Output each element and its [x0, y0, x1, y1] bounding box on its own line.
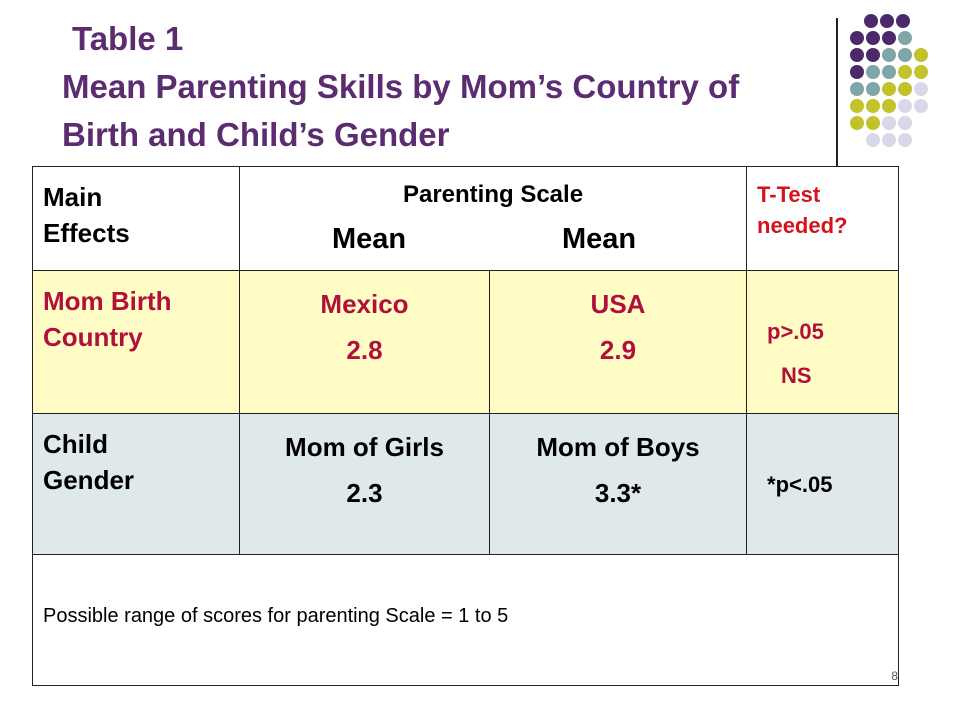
row-effect-cell: Child Gender — [32, 413, 240, 555]
group-b-label: Mom of Boys — [536, 432, 700, 462]
title-line-2: Mean Parenting Skills by Mom’s Country o… — [62, 68, 740, 105]
page-number: 8 — [891, 669, 899, 683]
decorative-dot — [866, 48, 880, 62]
decorative-dot — [898, 31, 912, 45]
decorative-dot — [896, 14, 910, 28]
row-group-a-cell: Mom of Girls 2.3 — [239, 413, 490, 555]
decorative-dot — [914, 48, 928, 62]
row-effect-cell: Mom Birth Country — [32, 270, 240, 414]
row-group-a-cell: Mexico 2.8 — [239, 270, 490, 414]
decorative-dot — [880, 14, 894, 28]
group-a-label: Mom of Girls — [285, 432, 444, 462]
header-parenting-scale-cell: Parenting Scale Mean Mean — [238, 166, 748, 271]
footer-note-cell: Possible range of scores for parenting S… — [31, 554, 900, 686]
title-line-1: Table 1 — [72, 20, 184, 57]
decorative-dot — [850, 31, 864, 45]
decorative-dot — [898, 99, 912, 113]
header-mean-right: Mean — [562, 223, 637, 255]
ttest-line-1: *p<.05 — [767, 472, 833, 497]
header-parenting-scale: Parenting Scale — [402, 181, 584, 208]
decorative-dot — [850, 48, 864, 62]
decorative-dot — [898, 65, 912, 79]
decorative-dot — [914, 99, 928, 113]
decorative-dot — [882, 31, 896, 45]
row-ttest-cell: *p<.05 — [746, 413, 900, 555]
decorative-dot — [864, 14, 878, 28]
table-header-row: Main Effects Parenting Scale Mean Mean T… — [32, 166, 900, 271]
group-b-block: Mom of Boys 3.3* — [490, 424, 746, 516]
table-row: Child Gender Mom of Girls 2.3 Mom of Boy… — [32, 413, 900, 555]
title-line-3: Birth and Child’s Gender — [62, 116, 450, 153]
group-b-value: 2.9 — [599, 335, 637, 365]
decorative-dot — [882, 65, 896, 79]
header-main-effects-cell: Main Effects — [32, 166, 240, 271]
decorative-dot — [866, 99, 880, 113]
header-ttest-cell: T-Test needed? — [746, 166, 900, 271]
row-group-b-cell: Mom of Boys 3.3* — [488, 413, 748, 555]
table-row: Mom Birth Country Mexico 2.8 USA 2.9 p>.… — [32, 270, 900, 414]
decorative-dot — [866, 133, 880, 147]
row-ttest-cell: p>.05 NS — [746, 270, 900, 414]
ttest-line-2: NS — [781, 363, 812, 388]
table-footer-row: Possible range of scores for parenting S… — [31, 554, 900, 686]
group-a-block: Mom of Girls 2.3 — [240, 424, 489, 516]
decorative-dot — [898, 82, 912, 96]
decorative-dot — [882, 99, 896, 113]
decorative-dot — [866, 82, 880, 96]
header-mean-left: Mean — [332, 223, 407, 255]
group-a-label: Mexico — [320, 289, 409, 319]
decorative-dot — [850, 65, 864, 79]
decorative-dot — [882, 133, 896, 147]
decorative-dot — [882, 82, 896, 96]
group-b-block: USA 2.9 — [490, 281, 746, 373]
ttest-line-1: p>.05 — [767, 319, 824, 344]
group-a-block: Mexico 2.8 — [240, 281, 489, 373]
decorative-dot — [850, 116, 864, 130]
decorative-dot — [914, 65, 928, 79]
decorative-dot — [882, 116, 896, 130]
decorative-dot — [866, 65, 880, 79]
row-group-b-cell: USA 2.9 — [488, 270, 748, 414]
parenting-skills-table: Main Effects Parenting Scale Mean Mean T… — [31, 166, 900, 686]
decorative-dot — [866, 31, 880, 45]
decorative-divider — [836, 18, 838, 170]
decorative-dot — [914, 82, 928, 96]
decorative-dot — [898, 133, 912, 147]
decorative-dot — [866, 116, 880, 130]
row-effect-label: Mom Birth Country — [43, 286, 172, 352]
decorative-dot — [850, 99, 864, 113]
decorative-dot — [882, 48, 896, 62]
header-ttest: T-Test needed? — [757, 182, 848, 238]
scale-range-note: Possible range of scores for parenting S… — [43, 605, 509, 627]
group-a-value: 2.3 — [346, 478, 383, 508]
group-b-label: USA — [590, 289, 646, 319]
row-effect-label: Child Gender — [43, 429, 135, 495]
decorative-dot — [898, 116, 912, 130]
decorative-dot — [898, 48, 912, 62]
header-main-effects: Main Effects — [43, 182, 130, 248]
group-b-value: 3.3* — [594, 478, 642, 508]
decorative-dot — [850, 82, 864, 96]
group-a-value: 2.8 — [346, 335, 383, 365]
